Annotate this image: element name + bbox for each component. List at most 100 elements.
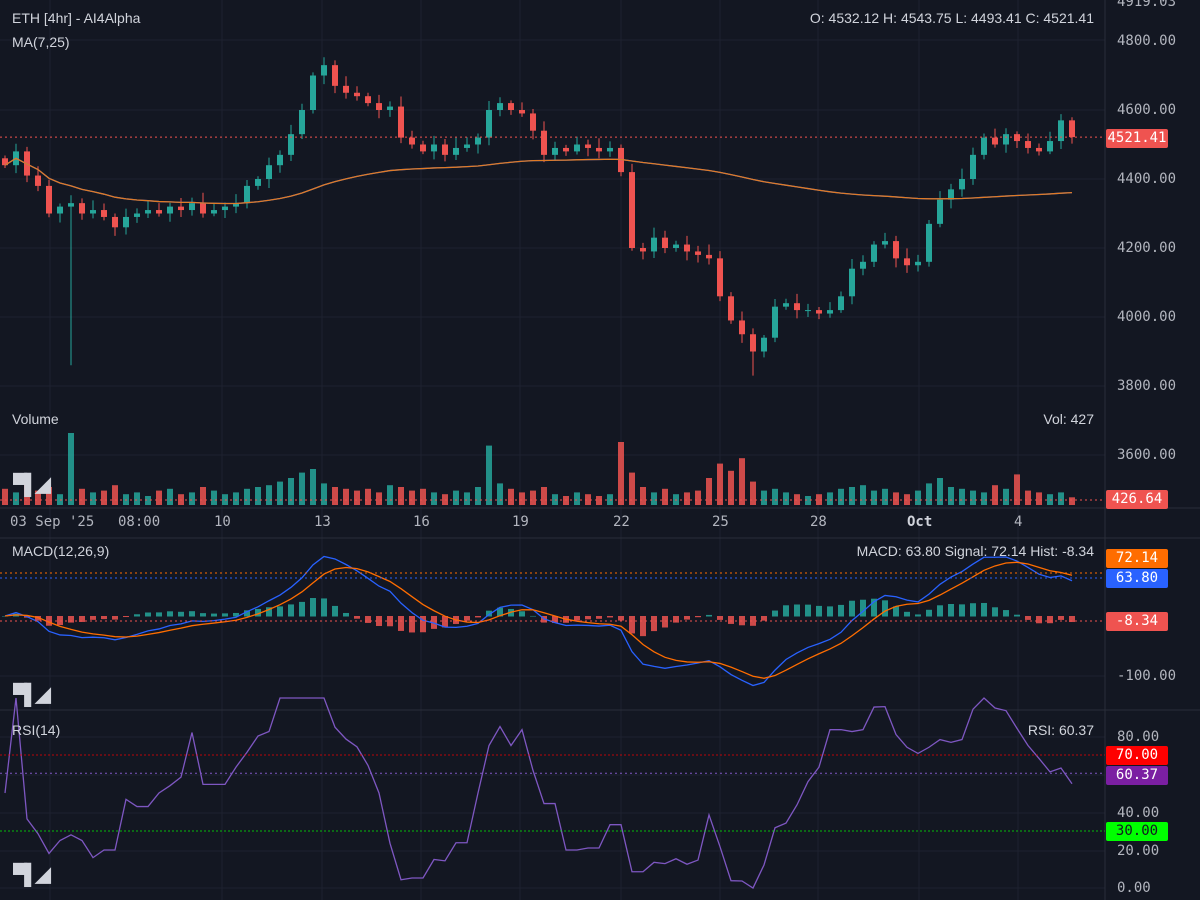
last-price-tag: 4521.41 <box>1106 129 1168 148</box>
price-axis-label: 4000.00 <box>1117 309 1177 325</box>
macd-histogram-bar <box>970 603 976 617</box>
volume-bar <box>167 488 173 505</box>
volume-bar <box>90 492 96 505</box>
macd-histogram-bar <box>607 616 613 618</box>
x-tick: 4 <box>1014 514 1023 530</box>
candle-body <box>607 147 613 152</box>
volume-bar <box>24 483 30 505</box>
candle-body <box>90 210 96 214</box>
volume-bar <box>1025 490 1031 505</box>
macd-histogram-bar <box>277 606 283 617</box>
volume-bar <box>618 442 624 505</box>
macd-histogram-bar <box>882 600 888 617</box>
macd-histogram-bar <box>673 616 679 623</box>
candle-body <box>772 306 778 338</box>
candle-body <box>1069 120 1075 138</box>
candle-body <box>123 216 129 228</box>
macd-histogram-bar <box>794 604 800 617</box>
candle-body <box>838 296 844 311</box>
macd-histogram-bar <box>860 599 866 617</box>
macd-histogram-bar <box>640 616 646 637</box>
candle-body <box>1036 147 1042 152</box>
macd-label: MACD(12,26,9) <box>12 543 110 559</box>
candle-body <box>101 210 107 217</box>
volume-bar <box>13 492 19 505</box>
candle-body <box>761 337 767 352</box>
candle-body <box>739 320 745 335</box>
price-axis-label: 4600.00 <box>1117 102 1177 118</box>
candle-body <box>728 296 734 321</box>
volume-label: Volume <box>12 411 59 427</box>
macd-histogram-bar <box>706 614 712 617</box>
volume-bar <box>277 481 283 505</box>
macd-readout: MACD: 63.80 Signal: 72.14 Hist: -8.34 <box>856 543 1094 559</box>
volume-bar <box>156 490 162 505</box>
price-axis-label: 3600.00 <box>1117 447 1177 463</box>
candle-body <box>35 175 41 186</box>
volume-bar <box>783 492 789 505</box>
volume-bar <box>266 485 272 505</box>
candle-body <box>409 137 415 145</box>
candle-body <box>1025 141 1031 148</box>
volume-bar <box>376 492 382 505</box>
x-tick: 13 <box>314 514 331 530</box>
candle-body <box>915 261 921 266</box>
x-tick: 16 <box>413 514 430 530</box>
candle-body <box>398 106 404 138</box>
macd-histogram-bar <box>244 610 250 617</box>
macd-histogram-bar <box>1036 616 1042 624</box>
volume-bar <box>475 487 481 505</box>
x-tick: Oct <box>907 514 933 530</box>
macd-histogram-bar <box>937 605 943 617</box>
candle-body <box>508 103 514 110</box>
oversold-tag: 30.00 <box>1106 822 1168 841</box>
volume-bar <box>937 478 943 505</box>
candle-body <box>178 206 184 211</box>
candle-body <box>475 137 481 145</box>
volume-bar <box>244 488 250 505</box>
volume-bar <box>365 488 371 505</box>
candle-body <box>167 206 173 214</box>
candle-body <box>343 85 349 93</box>
volume-bar <box>651 492 657 505</box>
macd-histogram-bar <box>376 616 382 627</box>
macd-histogram-bar <box>761 616 767 621</box>
volume-bar <box>970 490 976 505</box>
volume-bar <box>739 458 745 505</box>
macd-histogram-bar <box>981 602 987 617</box>
macd-histogram-bar <box>585 616 591 620</box>
overbought-tag: 70.00 <box>1106 746 1168 765</box>
price-axis-label: 4919.03 <box>1117 0 1177 10</box>
volume-bar <box>541 487 547 505</box>
macd-histogram-bar <box>596 616 602 619</box>
candle-body <box>541 130 547 155</box>
macd-histogram-bar <box>915 614 921 617</box>
candle-body <box>948 189 954 200</box>
volume-bar <box>288 478 294 505</box>
volume-bar <box>530 490 536 505</box>
candle-body <box>442 144 448 155</box>
macd-histogram-bar <box>233 612 239 617</box>
volume-bar <box>750 481 756 505</box>
price-axis-label: 4400.00 <box>1117 171 1177 187</box>
volume-bar <box>695 490 701 505</box>
volume-bar <box>1069 497 1075 505</box>
volume-bar <box>398 487 404 505</box>
candle-body <box>376 103 382 110</box>
candle-body <box>563 147 569 152</box>
macd-histogram-bar <box>684 616 690 620</box>
volume-bar <box>101 490 107 505</box>
volume-bar <box>1036 492 1042 505</box>
candle-body <box>156 210 162 214</box>
candle-body <box>145 210 151 214</box>
macd-histogram-bar <box>90 616 96 620</box>
candle-body <box>2 158 8 166</box>
macd-histogram-bar <box>662 616 668 628</box>
macd-histogram-bar <box>750 616 756 626</box>
candle-body <box>629 172 635 248</box>
ma-fast-line <box>4 157 1073 205</box>
volume-bar <box>1003 488 1009 505</box>
price-axis-label: 3800.00 <box>1117 378 1177 394</box>
candle-body <box>211 210 217 214</box>
